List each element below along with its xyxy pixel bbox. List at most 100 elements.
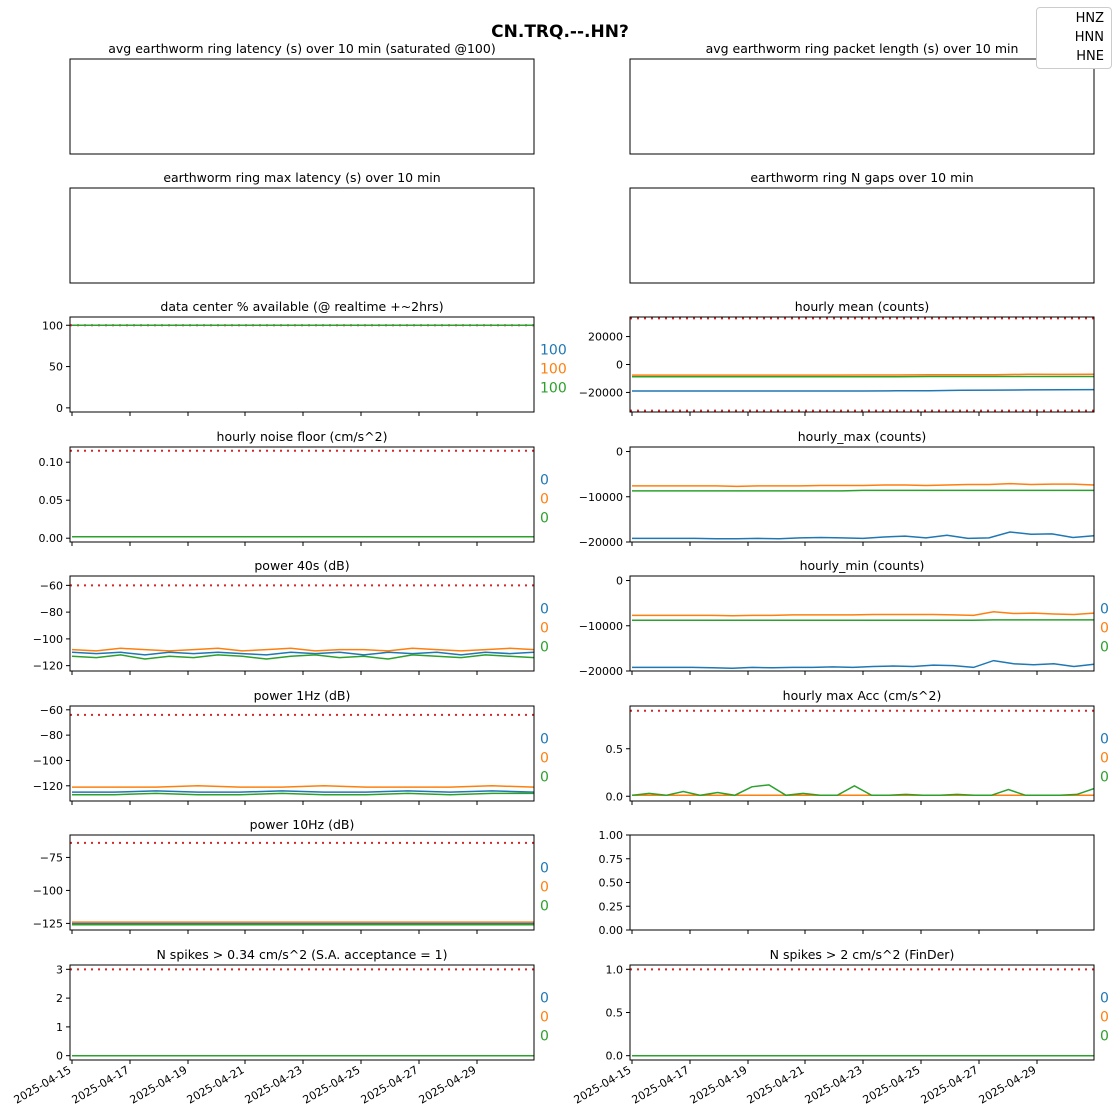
y-tick-label: 2 [56,992,63,1005]
side-label-hne: 0 [1100,1029,1109,1045]
side-label-hnz: 0 [1100,602,1109,618]
side-label-hnn: 0 [1100,751,1109,767]
y-tick-label: 0.50 [599,877,624,890]
panel-title: earthworm ring max latency (s) over 10 m… [163,170,440,185]
x-tick-label: 2025-04-25 [861,1063,923,1106]
side-label-hne: 100 [540,381,567,397]
side-label-hne: 0 [540,770,549,786]
panel-spikes034: N spikes > 0.34 cm/s^2 (S.A. acceptance … [12,947,549,1107]
side-label-hnn: 0 [540,621,549,637]
panel-noise_floor: hourly noise floor (cm/s^2) 0.00 0.05 0.10 0… [39,429,549,546]
panel-empty_right: 0.00 0.25 0.50 0.75 1.00 [599,829,1095,937]
side-label-hnz: 0 [540,732,549,748]
x-tick-label: 2025-04-29 [977,1063,1039,1106]
panel-title: avg earthworm ring packet length (s) ove… [706,41,1019,56]
y-tick-label: −20000 [579,665,623,678]
side-label-hnz: 0 [540,861,549,877]
y-tick-label: 0.00 [39,532,64,545]
x-tick-label: 2025-04-25 [301,1063,363,1106]
axes-frame [69,575,535,672]
panel-power40: power 40s (dB) −120 −100 −80 −60 0 0 0 [33,558,549,675]
panel-spikes2: N spikes > 2 cm/s^2 (FinDer) 0.0 0.5 1.0 0 0 0… [572,947,1109,1107]
panel-power10: power 10Hz (dB) −125 −100 −75 0 0 0 [33,817,549,934]
side-label-hnz: 0 [540,602,549,618]
side-label-hne: 0 [540,1029,549,1045]
y-tick-label: 0 [616,575,623,588]
panel-title: hourly max Acc (cm/s^2) [783,688,942,703]
y-tick-label: 0.05 [39,494,64,507]
side-label-hne: 0 [540,899,549,915]
side-label-hnn: 0 [1100,621,1109,637]
axes-frame [629,187,1095,284]
panel-title: data center % available (@ realtime +~2h… [160,299,443,314]
series-hnn [632,482,1094,488]
y-tick-label: 0 [616,359,623,372]
axes-frame [629,834,1095,931]
series-hnz [632,531,1094,540]
x-tick-label: 2025-04-21 [745,1063,807,1106]
panel-title: hourly_max (counts) [798,429,927,444]
y-tick-label: −75 [40,851,63,864]
x-tick-label: 2025-04-15 [572,1063,634,1106]
panel-title: earthworm ring N gaps over 10 min [750,170,973,185]
x-tick-label: 2025-04-27 [359,1063,421,1106]
axes-frame [69,446,535,543]
panel-max_acc: hourly max Acc (cm/s^2) 0.0 0.5 0 0 0 [606,688,1109,805]
side-label-hnn: 0 [540,492,549,508]
y-tick-label: −20000 [579,386,623,399]
y-tick-label: 0.5 [606,1007,624,1020]
legend: HNZ HNN HNE [1036,7,1112,69]
panel-max_latency: earthworm ring max latency (s) over 10 m… [69,170,535,284]
axes-frame [629,58,1095,155]
panel-hourly_max: hourly_max (counts) −20000 −10000 0 [579,429,1095,549]
x-tick-label: 2025-04-15 [12,1063,74,1106]
side-label-hnz: 0 [1100,732,1109,748]
legend-entry-hne: HNE [1076,49,1104,64]
y-tick-label: −60 [40,579,63,592]
axes-frame [69,705,535,802]
side-label-hnz: 0 [540,991,549,1007]
y-tick-label: 1.0 [606,963,624,976]
series-hnn [632,373,1094,376]
panel-title: power 10Hz (dB) [250,817,355,832]
panel-title: hourly mean (counts) [795,299,929,314]
x-tick-label: 2025-04-19 [688,1063,750,1106]
series-hne [631,784,1094,797]
series-hne [632,489,1094,492]
side-label-hne: 0 [1100,770,1109,786]
y-tick-label: 100 [42,319,63,332]
series-hnn [632,610,1094,617]
side-label-hnn: 0 [540,751,549,767]
x-tick-label: 2025-04-21 [185,1063,247,1106]
y-tick-label: 50 [49,361,63,374]
panel-title: power 1Hz (dB) [254,688,351,703]
y-tick-label: 1 [56,1021,63,1034]
series-hnn [71,647,534,652]
series-hnz [632,659,1094,670]
panel-title: power 40s (dB) [254,558,349,573]
x-tick-label: 2025-04-17 [70,1063,132,1106]
panel-title: N spikes > 2 cm/s^2 (FinDer) [770,947,955,962]
panel-avg_packet_len: avg earthworm ring packet length (s) ove… [629,41,1095,155]
panel-avg_latency: avg earthworm ring latency (s) over 10 m… [69,41,535,155]
y-tick-label: 0.10 [39,456,64,469]
y-tick-label: −120 [33,660,63,673]
axes-frame [629,446,1095,543]
y-tick-label: 0.0 [606,1050,624,1063]
axes-frame [69,316,535,413]
legend-entry-hnz: HNZ [1075,11,1104,26]
panel-title: hourly_min (counts) [800,558,925,573]
x-tick-label: 2025-04-17 [630,1063,692,1106]
axes-frame [629,575,1095,672]
y-tick-label: 0.00 [599,924,624,937]
panel-title: N spikes > 0.34 cm/s^2 (S.A. acceptance … [156,947,447,962]
panel-title: hourly noise floor (cm/s^2) [217,429,388,444]
side-label-hnz: 0 [540,473,549,489]
y-tick-label: −100 [33,754,63,767]
y-tick-label: 0.0 [606,790,624,803]
axes-frame [629,964,1095,1061]
side-label-hne: 0 [540,511,549,527]
y-tick-label: −125 [33,917,63,930]
panel-n_gaps: earthworm ring N gaps over 10 min [629,170,1095,284]
